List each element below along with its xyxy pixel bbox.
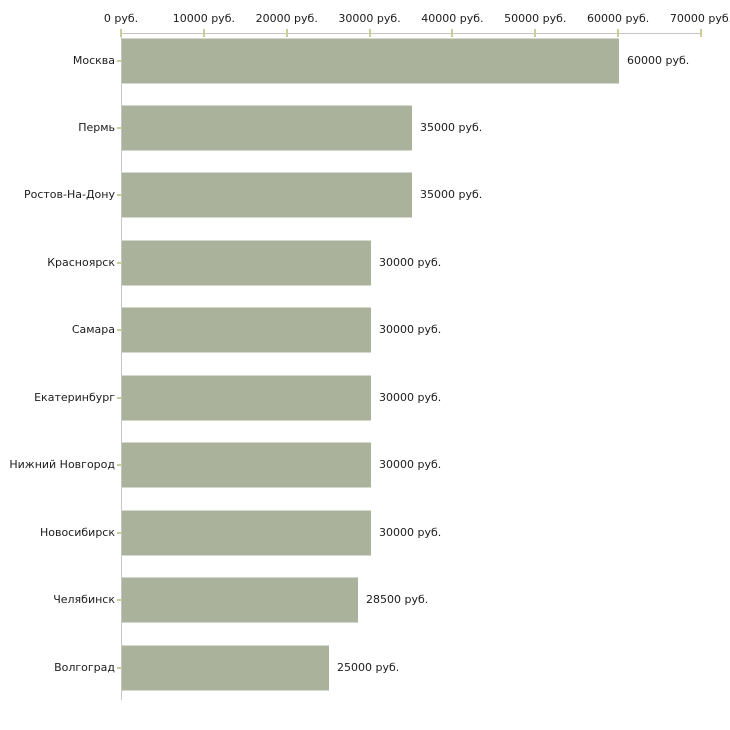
category-label: Волгоград bbox=[54, 660, 115, 674]
category-label: Пермь bbox=[78, 120, 115, 134]
x-tick-label: 60000 руб. bbox=[587, 12, 650, 25]
x-tick-label: 30000 руб. bbox=[338, 12, 401, 25]
value-label: 30000 руб. bbox=[379, 323, 442, 337]
x-tick-label: 70000 руб. bbox=[669, 12, 730, 25]
x-tick-mark bbox=[368, 29, 371, 37]
category-tick bbox=[117, 396, 121, 399]
bar bbox=[122, 442, 371, 488]
category-tick bbox=[117, 531, 121, 534]
x-tick-label: 20000 руб. bbox=[255, 12, 318, 25]
category-label: Новосибирск bbox=[39, 525, 115, 539]
category-label: Нижний Новгород bbox=[9, 458, 115, 472]
bar bbox=[122, 375, 371, 421]
category-tick bbox=[117, 59, 121, 62]
value-label: 28500 руб. bbox=[366, 593, 429, 607]
category-tick bbox=[117, 599, 121, 602]
value-label: 35000 руб. bbox=[420, 188, 483, 202]
category-tick bbox=[117, 126, 121, 129]
bar bbox=[122, 172, 412, 218]
bar bbox=[122, 510, 371, 556]
category-tick bbox=[117, 464, 121, 467]
category-tick bbox=[117, 666, 121, 669]
category-label: Екатеринбург bbox=[34, 390, 115, 404]
bar bbox=[122, 577, 358, 623]
x-tick-mark bbox=[617, 29, 620, 37]
x-tick-mark bbox=[451, 29, 454, 37]
category-tick bbox=[117, 261, 121, 264]
category-label: Красноярск bbox=[47, 255, 115, 269]
value-label: 35000 руб. bbox=[420, 120, 483, 134]
x-axis-line bbox=[121, 33, 701, 34]
x-tick-mark bbox=[700, 29, 702, 37]
category-label: Ростов-На-Дону bbox=[23, 188, 115, 202]
value-label: 30000 руб. bbox=[379, 458, 442, 472]
category-tick bbox=[117, 329, 121, 332]
category-tick bbox=[117, 194, 121, 197]
x-tick-label: 0 руб. bbox=[103, 12, 139, 25]
y-axis-line bbox=[121, 33, 122, 700]
bar bbox=[122, 105, 412, 151]
x-tick-label: 50000 руб. bbox=[504, 12, 567, 25]
category-label: Москва bbox=[72, 53, 115, 67]
value-label: 25000 руб. bbox=[337, 660, 400, 674]
category-label: Самара bbox=[71, 323, 115, 337]
x-tick-mark bbox=[120, 29, 122, 37]
x-tick-label: 10000 руб. bbox=[172, 12, 235, 25]
category-label: Челябинск bbox=[53, 593, 115, 607]
value-label: 60000 руб. bbox=[627, 53, 690, 67]
value-label: 30000 руб. bbox=[379, 390, 442, 404]
bar bbox=[122, 307, 371, 353]
bar bbox=[122, 38, 619, 83]
bar bbox=[122, 645, 329, 691]
x-tick-mark bbox=[285, 29, 288, 37]
x-tick-mark bbox=[202, 29, 205, 37]
value-label: 30000 руб. bbox=[379, 255, 442, 269]
bar bbox=[122, 240, 371, 286]
x-tick-mark bbox=[534, 29, 537, 37]
x-tick-label: 40000 руб. bbox=[421, 12, 484, 25]
value-label: 30000 руб. bbox=[379, 525, 442, 539]
